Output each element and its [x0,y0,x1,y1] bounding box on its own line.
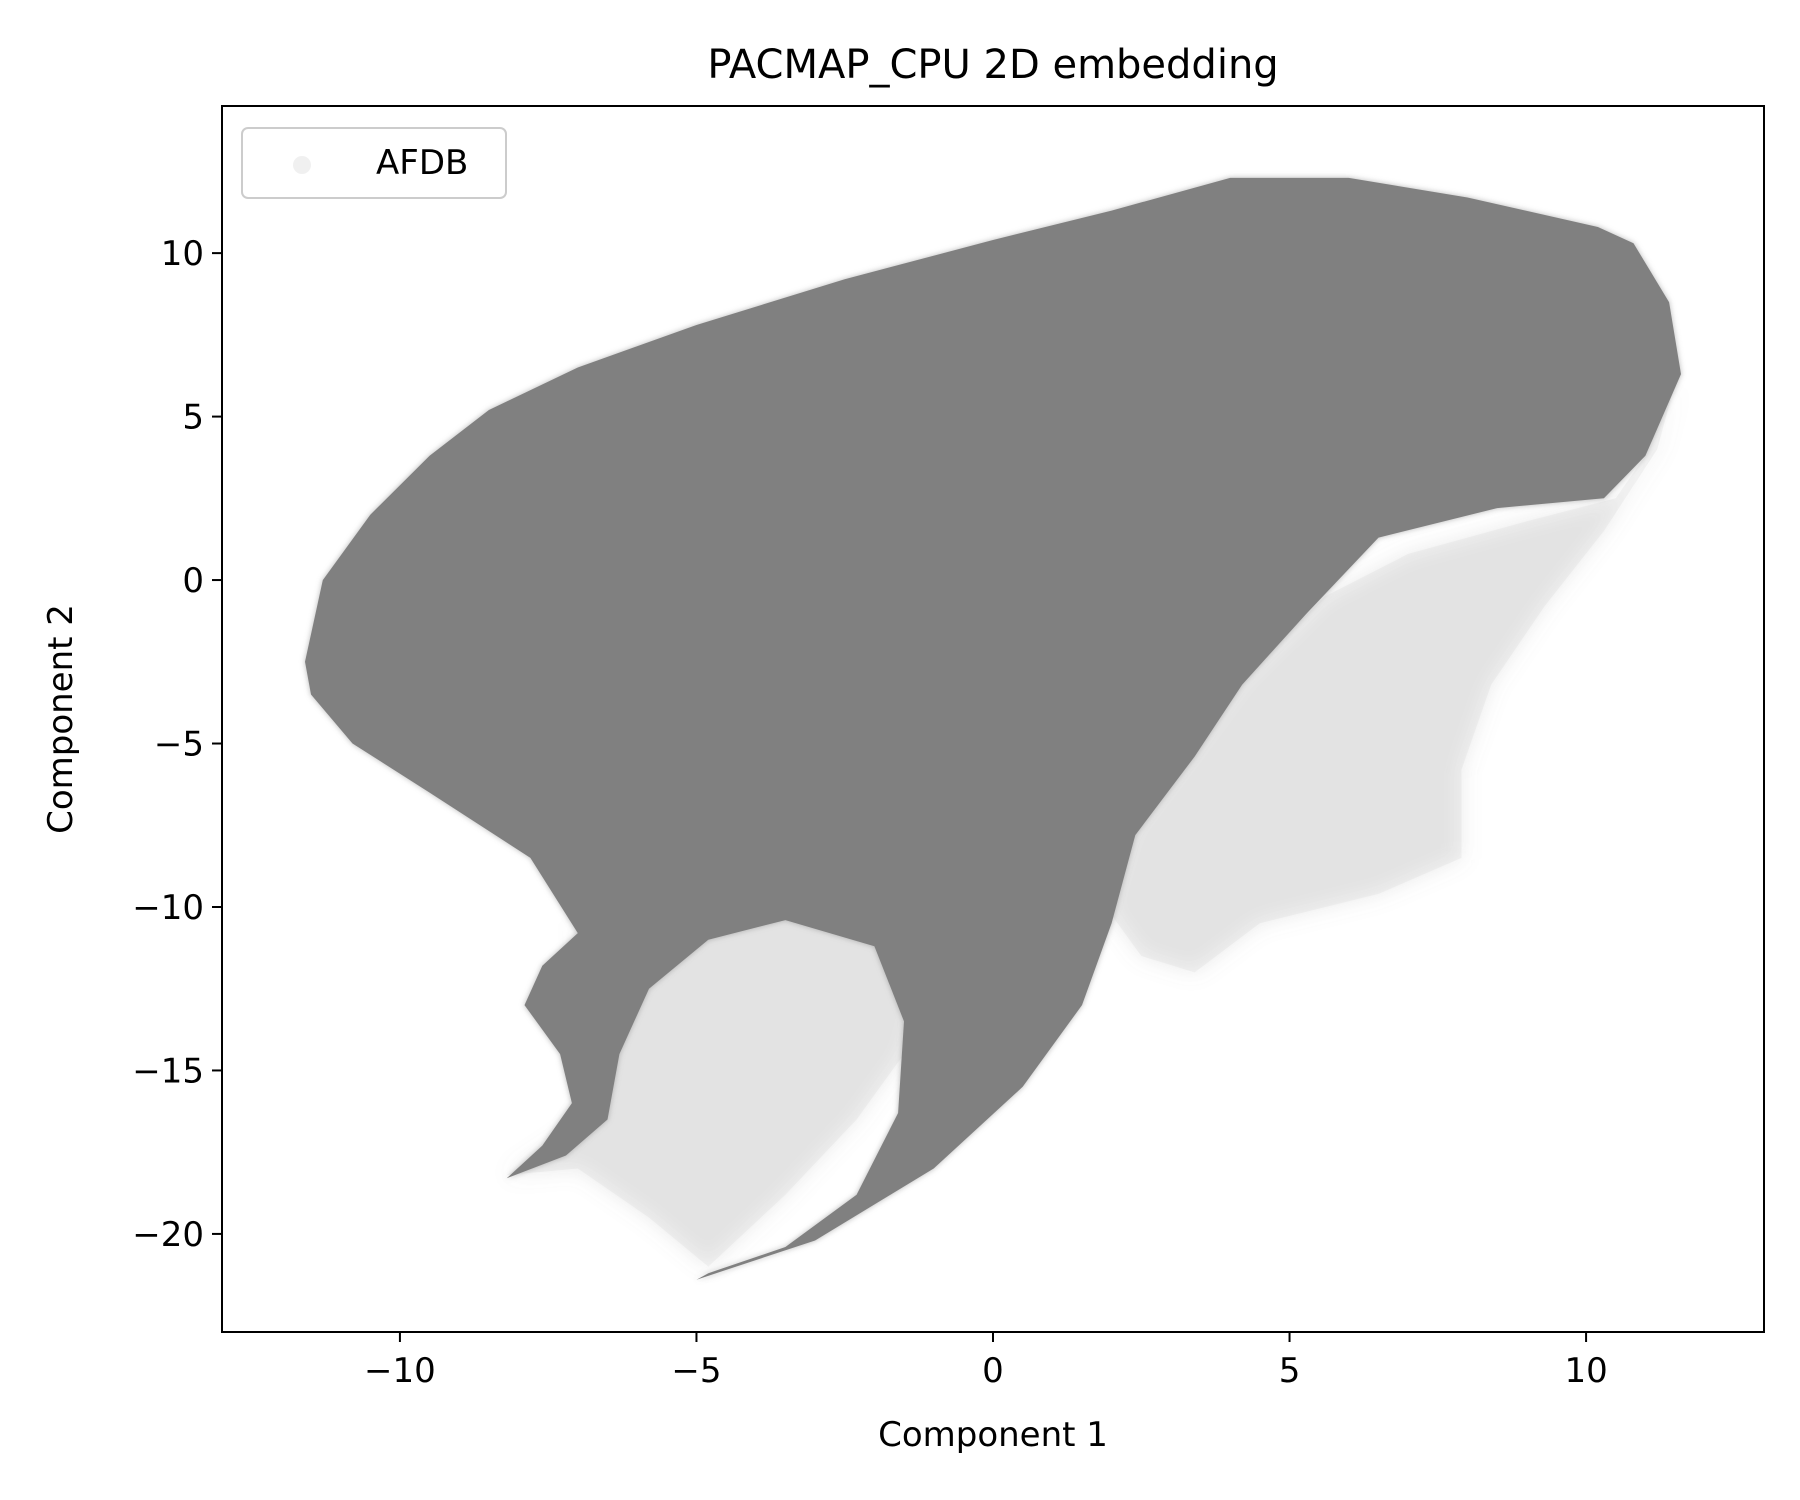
legend-label-afdb: AFDB [376,143,468,183]
y-tick-label: −20 [132,1215,204,1255]
x-tick-label: 10 [1564,1351,1607,1391]
y-tick-label: −5 [154,725,204,765]
chart-title: PACMAP_CPU 2D embedding [707,42,1278,88]
scatter-sparse-core-2 [1105,383,1675,973]
y-tick-label: −10 [132,888,204,928]
x-tick-label: −5 [671,1351,721,1391]
x-tick-label: 0 [982,1351,1004,1391]
scatter-points-layer [305,177,1681,1280]
x-tick-label: 5 [1279,1351,1301,1391]
scatter-sparse-cloud-2 [1105,383,1675,973]
y-axis-label: Component 2 [41,604,81,834]
y-tick-label: 5 [182,398,204,438]
legend-marker [293,156,311,174]
y-axis: 10 5 0 −5 −10 −15 −20 [132,234,222,1255]
x-axis: −10 −5 0 5 10 [364,1332,1608,1391]
y-tick-label: 0 [182,561,204,601]
x-axis-label: Component 1 [878,1415,1108,1455]
legend: AFDB [241,127,507,199]
legend-box [241,127,507,199]
y-tick-label: 10 [161,234,204,274]
scatter-dense-cloud [305,177,1681,1280]
x-tick-label: −10 [364,1351,436,1391]
y-tick-label: −15 [132,1051,204,1091]
